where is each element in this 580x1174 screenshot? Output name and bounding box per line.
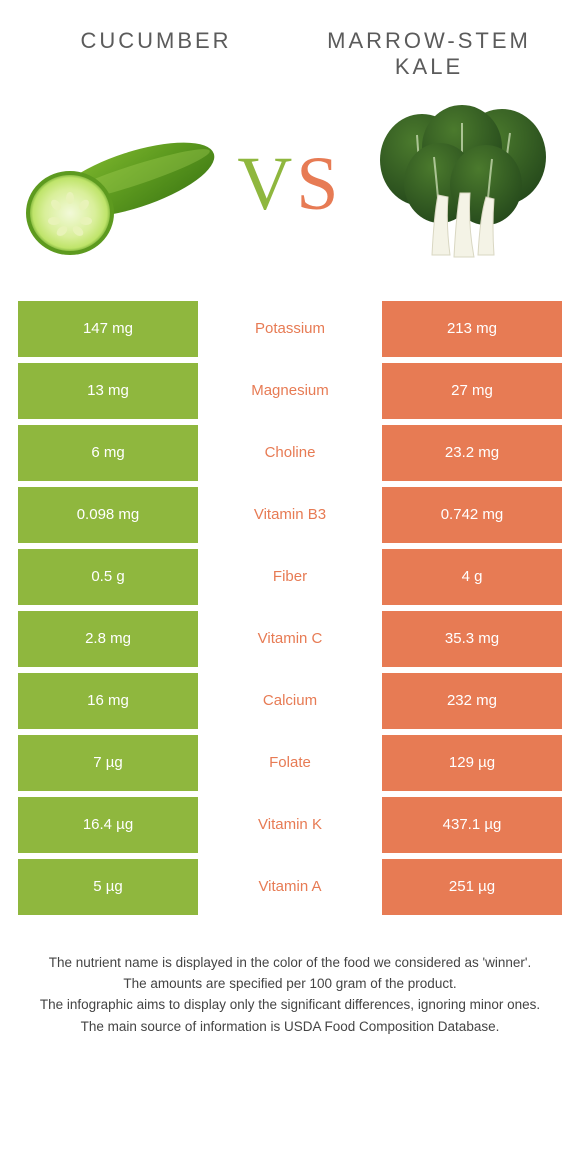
left-value-cell: 13 mg (18, 363, 198, 419)
right-value-cell: 4 g (382, 549, 562, 605)
right-value-cell: 437.1 µg (382, 797, 562, 853)
footnote-line: The main source of information is USDA F… (30, 1017, 550, 1037)
right-value-cell: 23.2 mg (382, 425, 562, 481)
table-row: 16 mgCalcium232 mg (18, 673, 562, 729)
hero-row: VS (0, 81, 580, 301)
nutrient-name-cell: Fiber (198, 549, 382, 605)
cucumber-image (18, 105, 218, 265)
nutrient-table: 147 mgPotassium213 mg 13 mgMagnesium27 mg… (0, 301, 580, 915)
right-value-cell: 27 mg (382, 363, 562, 419)
table-row: 2.8 mgVitamin C35.3 mg (18, 611, 562, 667)
table-row: 0.098 mgVitamin B30.742 mg (18, 487, 562, 543)
table-row: 13 mgMagnesium27 mg (18, 363, 562, 419)
left-food-title: CUCUMBER (36, 28, 276, 54)
footnote-line: The nutrient name is displayed in the co… (30, 953, 550, 973)
nutrient-name-cell: Choline (198, 425, 382, 481)
left-value-cell: 0.098 mg (18, 487, 198, 543)
vs-letter-s: S (296, 142, 342, 226)
left-value-cell: 16.4 µg (18, 797, 198, 853)
right-value-cell: 213 mg (382, 301, 562, 357)
left-value-cell: 5 µg (18, 859, 198, 915)
header: CUCUMBER MARROW-STEM KALE (0, 0, 580, 81)
left-value-cell: 7 µg (18, 735, 198, 791)
left-value-cell: 147 mg (18, 301, 198, 357)
footnote-line: The amounts are specified per 100 gram o… (30, 974, 550, 994)
nutrient-name-cell: Vitamin K (198, 797, 382, 853)
nutrient-name-cell: Vitamin B3 (198, 487, 382, 543)
vs-letter-v: V (237, 142, 296, 226)
vs-label: VS (237, 141, 342, 228)
table-row: 147 mgPotassium213 mg (18, 301, 562, 357)
nutrient-name-cell: Vitamin C (198, 611, 382, 667)
left-value-cell: 6 mg (18, 425, 198, 481)
footnotes: The nutrient name is displayed in the co… (0, 921, 580, 1037)
right-value-cell: 0.742 mg (382, 487, 562, 543)
footnote-line: The infographic aims to display only the… (30, 995, 550, 1015)
right-value-cell: 251 µg (382, 859, 562, 915)
nutrient-name-cell: Folate (198, 735, 382, 791)
table-row: 7 µgFolate129 µg (18, 735, 562, 791)
table-row: 0.5 gFiber4 g (18, 549, 562, 605)
table-row: 6 mgCholine23.2 mg (18, 425, 562, 481)
nutrient-name-cell: Magnesium (198, 363, 382, 419)
kale-image (362, 105, 562, 265)
table-row: 5 µgVitamin A251 µg (18, 859, 562, 915)
left-value-cell: 0.5 g (18, 549, 198, 605)
right-food-title: MARROW-STEM KALE (314, 28, 544, 81)
nutrient-name-cell: Potassium (198, 301, 382, 357)
left-value-cell: 16 mg (18, 673, 198, 729)
right-value-cell: 232 mg (382, 673, 562, 729)
right-value-cell: 129 µg (382, 735, 562, 791)
table-row: 16.4 µgVitamin K437.1 µg (18, 797, 562, 853)
nutrient-name-cell: Calcium (198, 673, 382, 729)
right-value-cell: 35.3 mg (382, 611, 562, 667)
nutrient-name-cell: Vitamin A (198, 859, 382, 915)
left-value-cell: 2.8 mg (18, 611, 198, 667)
